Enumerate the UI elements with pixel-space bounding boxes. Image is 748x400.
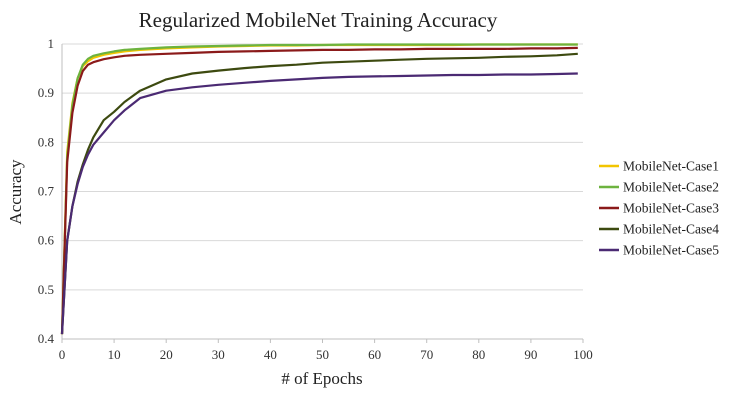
series-lines bbox=[60, 43, 578, 335]
x-tick-label: 90 bbox=[524, 347, 537, 362]
y-tick-label: 1 bbox=[48, 36, 55, 51]
y-tick-label: 0.9 bbox=[38, 85, 54, 100]
x-tick-label: 40 bbox=[264, 347, 277, 362]
legend-label: MobileNet-Case2 bbox=[623, 180, 719, 195]
x-tick-label: 100 bbox=[573, 347, 593, 362]
legend-label: MobileNet-Case1 bbox=[623, 159, 719, 174]
legend: MobileNet-Case1 MobileNet-Case2 MobileNet-… bbox=[599, 159, 719, 258]
series-line-3 bbox=[60, 46, 578, 335]
y-tick-label: 0.7 bbox=[38, 184, 55, 199]
y-tick-labels: 0.4 0.5 0.6 0.7 0.8 0.9 1 bbox=[38, 36, 55, 346]
series-line-5 bbox=[60, 72, 578, 335]
y-tick-label: 0.5 bbox=[38, 282, 54, 297]
y-tick-label: 0.8 bbox=[38, 134, 54, 149]
y-tick-label: 0.6 bbox=[38, 233, 55, 248]
x-axis-label: # of Epochs bbox=[281, 369, 362, 388]
x-tick-label: 0 bbox=[59, 347, 66, 362]
series-line-1 bbox=[60, 43, 578, 335]
axes bbox=[61, 44, 584, 343]
x-tick-label: 80 bbox=[472, 347, 485, 362]
y-axis-label: Accuracy bbox=[6, 159, 25, 225]
x-tick-label: 60 bbox=[368, 347, 381, 362]
x-tick-label: 20 bbox=[160, 347, 173, 362]
x-tick-label: 70 bbox=[420, 347, 433, 362]
x-tick-label: 50 bbox=[316, 347, 329, 362]
legend-label: MobileNet-Case3 bbox=[623, 201, 719, 216]
x-tick-label: 30 bbox=[212, 347, 225, 362]
x-tick-labels: 0 10 20 30 40 50 60 70 80 90 100 bbox=[59, 347, 593, 362]
legend-label: MobileNet-Case4 bbox=[623, 222, 719, 237]
chart-title: Regularized MobileNet Training Accuracy bbox=[139, 8, 498, 32]
legend-label: MobileNet-Case5 bbox=[623, 243, 719, 258]
x-tick-label: 10 bbox=[108, 347, 121, 362]
gridlines bbox=[62, 43, 583, 291]
y-tick-label: 0.4 bbox=[38, 331, 55, 346]
series-line-2 bbox=[60, 43, 578, 335]
series-line-4 bbox=[60, 52, 578, 335]
